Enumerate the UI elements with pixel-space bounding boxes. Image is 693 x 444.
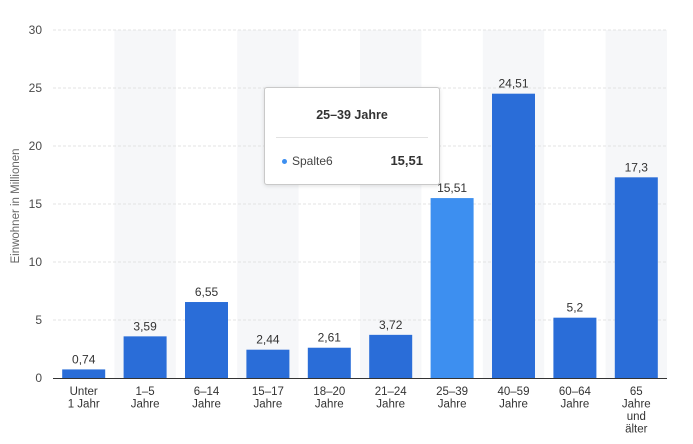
bar: [307, 347, 351, 378]
data-labels: 0,74 3,59 6,55 2,44 2,61 3,72 15,51 24,51 5,2 17,…: [72, 77, 648, 367]
category-labels: Unter 1 Jahr 1–5 Jahre 6–14 Jahre 15–17 Jahre 18…: [68, 386, 651, 436]
tooltip-divider: [276, 137, 428, 138]
bar: [492, 93, 535, 379]
category-label: 65 Jahre und älter: [622, 386, 651, 436]
category-label: 18–20 Jahre: [313, 386, 345, 411]
tooltip: 25–39 Jahre Spalte6 15,51: [264, 87, 440, 185]
category-label: 25–39 Jahre: [436, 386, 468, 411]
y-tick-label: 30: [29, 23, 43, 37]
data-label: 5,2: [567, 301, 584, 315]
tooltip-series-name: Spalte6: [292, 154, 333, 168]
bar: [246, 349, 290, 378]
category-label: 21–24 Jahre: [375, 386, 408, 411]
category-label: Unter 1 Jahr: [68, 386, 100, 411]
tooltip-row: Spalte6 15,51: [282, 153, 423, 170]
category-label: 40–59 Jahre: [498, 386, 530, 411]
data-label: 2,44: [256, 333, 280, 347]
category-label: 6–14 Jahre: [192, 386, 221, 411]
data-label: 2,61: [318, 331, 342, 345]
series-dot-icon: [282, 159, 287, 164]
category-label: 60–64 Jahre: [559, 386, 592, 411]
data-label: 3,72: [379, 318, 403, 332]
bar: [553, 317, 597, 378]
y-tick-label: 25: [29, 81, 43, 95]
bar: [62, 369, 106, 378]
y-axis-title: Einwohner in Millionen: [10, 148, 22, 263]
y-axis-ticks: 0 5 10 15 20 25 30: [29, 23, 43, 385]
tooltip-title: 25–39 Jahre: [316, 108, 388, 122]
y-tick-label: 0: [35, 371, 42, 385]
bar: [123, 336, 167, 378]
category-label: 15–17 Jahre: [252, 386, 284, 411]
y-tick-label: 20: [29, 139, 43, 153]
data-label: 3,59: [133, 319, 157, 333]
y-tick-label: 15: [29, 197, 43, 211]
bar: [614, 177, 658, 378]
data-label: 17,3: [625, 160, 649, 174]
bar: [430, 198, 474, 378]
bars: [62, 93, 658, 379]
category-label: 1–5 Jahre: [131, 386, 160, 411]
data-label: 6,55: [195, 285, 219, 299]
y-tick-label: 5: [35, 313, 42, 327]
y-tick-label: 10: [29, 255, 43, 269]
bar: [369, 334, 413, 378]
data-label: 0,74: [72, 352, 96, 366]
data-label: 24,51: [498, 77, 528, 91]
data-label: 15,51: [437, 181, 467, 195]
tooltip-value: 15,51: [390, 153, 423, 168]
bar: [185, 302, 228, 378]
